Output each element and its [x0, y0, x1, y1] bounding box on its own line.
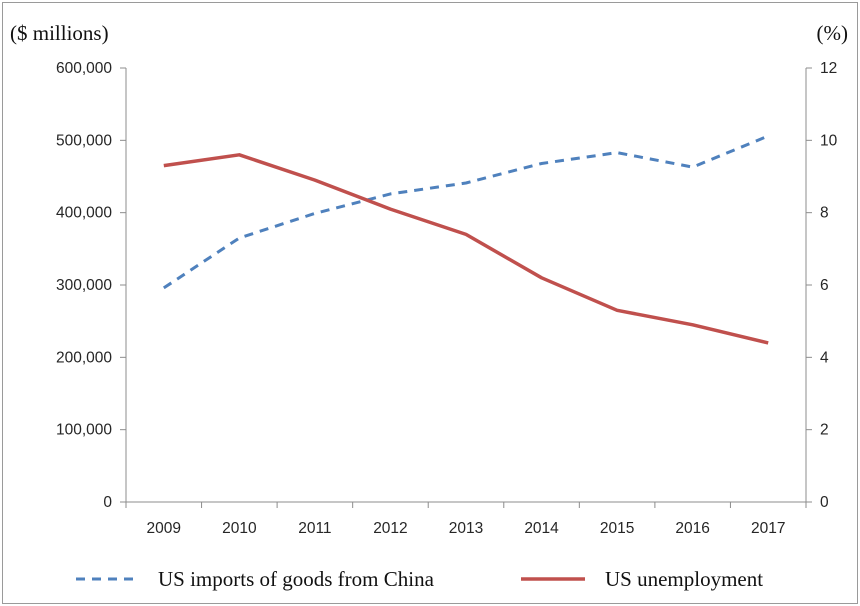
x-tick-label: 2016 — [675, 520, 709, 537]
left-tick-label: 200,000 — [56, 349, 112, 366]
x-tick-label: 2009 — [147, 520, 181, 537]
right-axis-unit-label: (%) — [817, 21, 848, 45]
axes — [125, 68, 807, 503]
left-axis-unit-label: ($ millions) — [10, 21, 109, 45]
left-tick-label: 400,000 — [56, 205, 112, 222]
series-line-unemployment — [163, 153, 769, 345]
right-tick-label: 0 — [820, 494, 829, 511]
right-tick-label: 4 — [820, 349, 829, 366]
legend: US imports of goods from China US unempl… — [76, 567, 763, 591]
x-tick-label: 2017 — [751, 520, 785, 537]
right-tick-label: 6 — [820, 277, 829, 294]
left-tick-label: 0 — [103, 494, 112, 511]
right-tick-label: 2 — [820, 422, 829, 439]
left-tick-label: 500,000 — [56, 132, 112, 149]
right-tick-label: 12 — [820, 60, 837, 77]
tick-marks — [120, 67, 812, 508]
legend-label-unemployment: US unemployment — [605, 567, 763, 591]
series-lines — [162, 134, 769, 345]
x-tick-label: 2010 — [222, 520, 257, 537]
x-tick-label: 2015 — [600, 520, 634, 537]
x-tick-label: 2014 — [524, 520, 559, 537]
x-tick-label: 2012 — [373, 520, 407, 537]
legend-label-imports: US imports of goods from China — [158, 567, 435, 591]
x-tick-label: 2011 — [298, 520, 331, 537]
left-tick-label: 600,000 — [56, 60, 112, 77]
tick-labels: 0 100,000 200,000 300,000 400,000 500,000 600,… — [56, 60, 838, 537]
right-tick-label: 10 — [820, 132, 838, 149]
x-tick-label: 2013 — [449, 520, 483, 537]
left-tick-label: 100,000 — [56, 422, 112, 439]
right-tick-label: 8 — [820, 205, 829, 222]
left-tick-label: 300,000 — [56, 277, 112, 294]
